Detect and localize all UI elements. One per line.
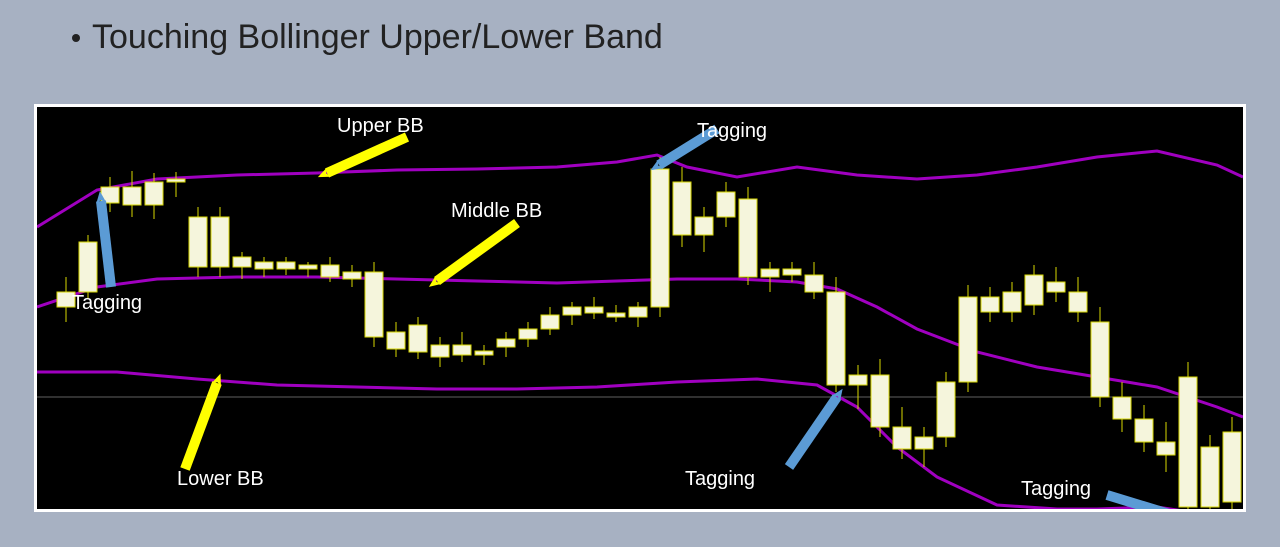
- candle-body: [79, 242, 97, 292]
- candle-body: [1201, 447, 1219, 507]
- candle-body: [211, 217, 229, 267]
- candle-body: [189, 217, 207, 267]
- candle-body: [783, 269, 801, 275]
- candle-body: [673, 182, 691, 235]
- candle-body: [1135, 419, 1153, 442]
- label-tag-top-mid: Tagging: [697, 120, 767, 142]
- candle-body: [123, 187, 141, 205]
- candle-body: [695, 217, 713, 235]
- candle-body: [343, 272, 361, 279]
- label-tag-upper-left: Tagging: [72, 292, 142, 314]
- candle-body: [409, 325, 427, 352]
- candle-body: [761, 269, 779, 277]
- candle-body: [1069, 292, 1087, 312]
- bollinger-chart: Upper BB Middle BB Lower BB Tagging Tagging T…: [37, 107, 1243, 509]
- candle-body: [1091, 322, 1109, 397]
- candle-body: [519, 329, 537, 339]
- candle-body: [101, 187, 119, 203]
- candle-body: [497, 339, 515, 347]
- candle-body: [431, 345, 449, 357]
- candle-body: [541, 315, 559, 329]
- title-row: Touching Bollinger Upper/Lower Band: [72, 18, 663, 57]
- candle-body: [233, 257, 251, 267]
- candle-body: [717, 192, 735, 217]
- candle-body: [387, 332, 405, 349]
- candle-body: [607, 313, 625, 317]
- candle-body: [255, 262, 273, 269]
- bullet-icon: [72, 34, 80, 42]
- label-lower-bb: Lower BB: [177, 468, 264, 490]
- candle-body: [167, 179, 185, 182]
- candle-body: [1179, 377, 1197, 507]
- candle-body: [981, 297, 999, 312]
- candle-body: [365, 272, 383, 337]
- candle-body: [1157, 442, 1175, 455]
- candle-body: [321, 265, 339, 277]
- candle-body: [959, 297, 977, 382]
- candle-body: [805, 275, 823, 292]
- candle-body: [585, 307, 603, 313]
- candle-body: [299, 265, 317, 269]
- candle-body: [277, 262, 295, 269]
- label-upper-bb: Upper BB: [337, 115, 424, 137]
- label-tag-lower-mid: Tagging: [685, 468, 755, 490]
- candle-body: [893, 427, 911, 449]
- label-tag-lower-right: Tagging: [1021, 478, 1091, 500]
- candle-body: [629, 307, 647, 317]
- candle-body: [475, 351, 493, 355]
- candle-body: [937, 382, 955, 437]
- candle-body: [453, 345, 471, 355]
- candle-body: [563, 307, 581, 315]
- label-middle-bb: Middle BB: [451, 200, 542, 222]
- candle-body: [1113, 397, 1131, 419]
- candle-body: [915, 437, 933, 449]
- candle-body: [1003, 292, 1021, 312]
- candle-body: [1223, 432, 1241, 502]
- page-title: Touching Bollinger Upper/Lower Band: [92, 18, 663, 57]
- candle-body: [739, 199, 757, 277]
- candle-body: [871, 375, 889, 427]
- candle-body: [827, 292, 845, 385]
- candle-body: [849, 375, 867, 385]
- candle-body: [145, 182, 163, 205]
- candle-body: [1047, 282, 1065, 292]
- candle-body: [1025, 275, 1043, 305]
- candle-body: [651, 169, 669, 307]
- chart-frame: Upper BB Middle BB Lower BB Tagging Tagging T…: [34, 104, 1246, 512]
